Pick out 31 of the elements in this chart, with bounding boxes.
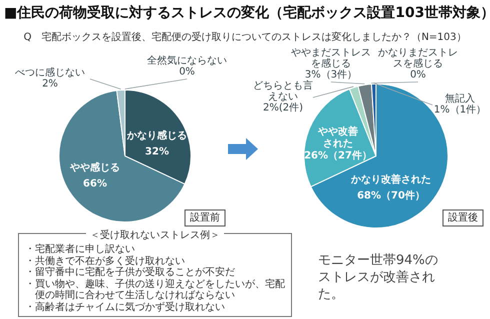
data-label: 2%(2件) [262, 102, 304, 114]
data-label: 32% [145, 146, 169, 158]
text: ・留守番中に宅配を子供が受取ることが不安だ [25, 267, 236, 278]
category-label: かなりまだストレスを感じる [378, 48, 458, 70]
text: ■住民の荷物受取に対するストレスの変化（宅配ボックス設置103世帯対象） [4, 4, 490, 22]
data-label: 3%（3件） [304, 70, 358, 81]
slice-label: かなり感じる [126, 130, 187, 142]
category-label: 全然気にならない [147, 56, 227, 67]
slice-label: ややまだストレスを感じる [291, 48, 371, 70]
text: ・宅配業者に申し訳ない [25, 244, 136, 256]
slice-label: どちらとも言えない [253, 80, 313, 103]
data-label: 2% [42, 78, 58, 90]
data-label: 68%（70件） [357, 190, 425, 202]
text: モニター世帯94%のストレスが改善された。 [318, 252, 439, 303]
data-label: 66% [83, 178, 107, 190]
text: ・買い物や、趣味、子供の送り迎えなどをしたいが、宅配便の時間に合わせて生活しなければならない [25, 278, 286, 302]
data-label: 1%（1件） [434, 104, 486, 116]
slice-label: べつに感じない [15, 66, 85, 79]
text: Q 宅配ボックスを設置後、宅配便の受け取りについてのストレスは変化しましたか？（N=103） [22, 30, 468, 44]
slice-label: やや感じる [69, 162, 120, 174]
slice-label: やや改善された [317, 126, 358, 150]
slice-label: かなり改善された [350, 174, 431, 186]
text: 設置後 [448, 212, 478, 224]
slice-label: 無記入 [445, 92, 475, 105]
text: ＜受け取れないストレス例＞ [86, 230, 224, 241]
data-label: 26%（27件） [304, 150, 372, 162]
text: ・高齢者はチャイムに気づかず受け取れない [25, 302, 226, 313]
text: 設置前 [190, 212, 220, 224]
text: 0% [179, 66, 195, 78]
text: 0% [410, 70, 426, 81]
text: ・共働きで不在が多く受け取れない [25, 256, 186, 266]
